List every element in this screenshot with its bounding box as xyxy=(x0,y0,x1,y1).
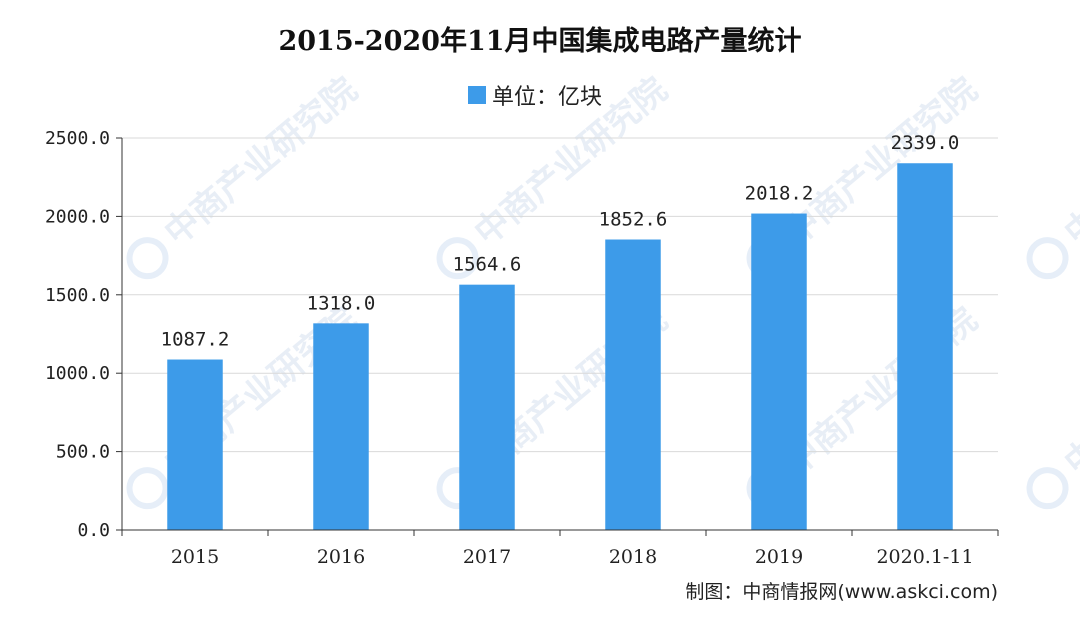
x-tick-label: 2015 xyxy=(171,546,219,568)
watermark-logo-icon xyxy=(1026,467,1069,510)
chart-title: 2015-2020年11月中国集成电路产量统计 xyxy=(278,25,801,57)
bars: 1087.2 1318.0 1564.6 1852.6 2018.2 2339.0 xyxy=(161,132,960,530)
camera-icon xyxy=(15,590,35,610)
x-tick-label: 2019 xyxy=(755,546,803,568)
y-axis: 0.0 500.0 1000.0 1500.0 2000.0 2500.0 xyxy=(45,128,123,541)
watermark-text: 中商产业研究院 xyxy=(1057,300,1080,484)
watermark-text: 中商产业研究院 xyxy=(777,300,985,484)
x-tick-label: 2017 xyxy=(463,546,511,568)
data-label: 2018.2 xyxy=(745,183,814,205)
bar xyxy=(605,239,661,530)
y-tick-label: 500.0 xyxy=(56,442,110,463)
watermark: 中商产业研究院 xyxy=(1026,300,1080,510)
x-tick-label: 2020.1-11 xyxy=(876,546,973,568)
y-tick-label: 0.0 xyxy=(77,520,110,541)
corner-watermark: 大数跨境 xyxy=(15,588,122,612)
watermark: 中商产业研究院 xyxy=(126,70,365,280)
data-label: 1564.6 xyxy=(453,254,522,276)
x-tick-label: 2016 xyxy=(317,546,365,568)
data-label: 1087.2 xyxy=(161,329,230,351)
watermark-logo-icon xyxy=(1026,237,1069,280)
watermark-logo-icon xyxy=(126,237,169,280)
legend-swatch xyxy=(468,86,486,104)
watermark-logo-icon xyxy=(126,467,169,510)
bar xyxy=(897,163,953,530)
chart-credit: 制图：中商情报网(www.askci.com) xyxy=(685,581,998,603)
bar xyxy=(459,284,515,530)
bar xyxy=(313,323,369,530)
y-tick-label: 1500.0 xyxy=(45,285,110,306)
legend: 单位：亿块 xyxy=(468,85,602,110)
x-tick-label: 2018 xyxy=(609,546,657,568)
watermark-text: 中商产业研究院 xyxy=(1057,70,1080,254)
bar xyxy=(167,359,223,530)
y-tick-label: 1000.0 xyxy=(45,363,110,384)
x-axis: 2015 2016 2017 2018 2019 2020.1-11 xyxy=(121,529,999,568)
watermark: 中商产业研究院 xyxy=(1026,70,1080,280)
watermark-text: 中商产业研究院 xyxy=(157,70,365,254)
y-tick-label: 2500.0 xyxy=(45,128,110,149)
grid-lines xyxy=(122,137,998,453)
corner-watermark-text: 大数跨境 xyxy=(42,588,122,612)
bar xyxy=(751,213,807,530)
y-tick-label: 2000.0 xyxy=(45,206,110,227)
data-label: 1852.6 xyxy=(599,209,668,231)
data-label: 2339.0 xyxy=(891,132,960,154)
watermark-logo-icon xyxy=(436,237,479,280)
legend-label: 单位：亿块 xyxy=(492,85,602,110)
watermark-text: 中商产业研究院 xyxy=(777,70,985,254)
data-label: 1318.0 xyxy=(307,292,376,314)
